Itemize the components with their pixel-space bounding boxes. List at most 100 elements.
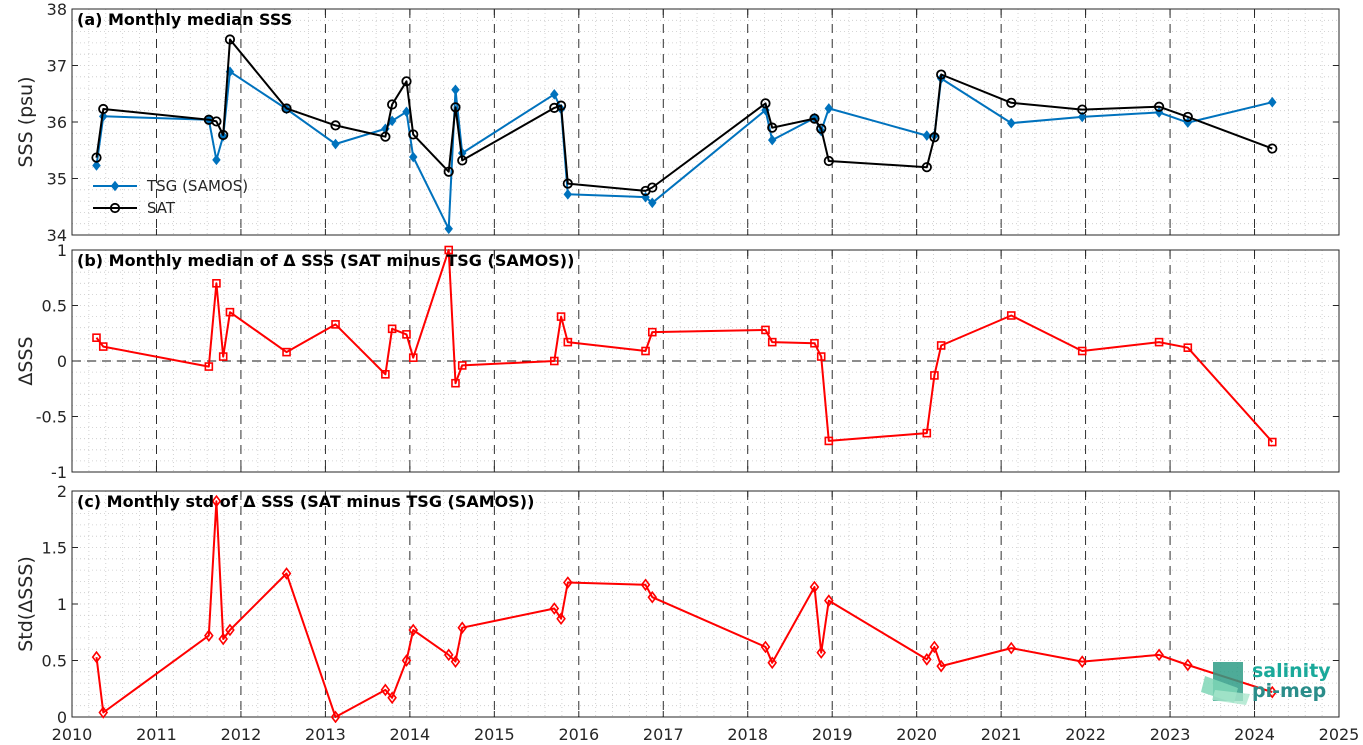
data-point [816,123,827,134]
plot-area [72,491,1339,717]
logo-text-top: salinity [1252,660,1331,682]
data-point [330,120,341,131]
data-point [330,710,341,723]
x-tick-label: 2023 [1150,725,1191,744]
data-point [218,352,228,361]
y-tick-label: -0.5 [36,408,67,427]
x-tick-label: 2025 [1319,725,1360,744]
panel-title: (c) Monthly std of Δ SSS (SAT minus TSG … [77,492,534,511]
data-point [331,320,340,329]
data-point [1077,655,1088,668]
data-point [647,590,658,604]
y-tick-label: 0 [57,352,67,371]
data-point [1182,658,1193,672]
data-point [760,640,771,654]
series-line [95,500,1273,718]
data-point [457,155,468,166]
y-tick-label: 0.5 [42,297,67,316]
data-point [212,278,221,288]
data-point [218,632,229,646]
data-point [767,134,777,146]
y-axis-label: SSS (psu) [15,76,37,167]
data-point [225,307,235,317]
y-tick-label: -1 [51,463,67,482]
data-point [380,683,391,697]
y-tick-label: 37 [47,57,67,76]
data-point [282,347,291,357]
data-point [823,155,834,167]
data-point [809,580,820,594]
legend-label: SAT [147,199,176,217]
data-point [381,370,390,379]
data-point [408,129,419,140]
data-point [1267,437,1277,447]
data-point [1007,117,1016,129]
data-point [549,602,560,615]
data-point [387,324,397,334]
data-point [1154,337,1164,347]
logo-text-bottom: pi-mep [1252,680,1326,702]
x-tick-label: 2015 [474,725,515,744]
data-point [1268,96,1277,108]
x-tick-label: 2016 [558,725,599,744]
data-point [212,154,221,166]
data-point [204,362,214,371]
data-point [1006,311,1016,320]
data-point [761,325,770,335]
x-tick-label: 2014 [390,725,431,744]
x-tick-label: 2017 [643,725,684,744]
y-axis-label: Std(ΔSSS) [15,556,37,652]
data-point [402,330,411,339]
data-point [555,100,567,111]
logo: salinity pi-mep [1201,660,1331,705]
data-point [92,333,101,342]
data-point [443,648,454,662]
plot-area [72,9,1339,235]
y-tick-label: 1.5 [42,539,67,558]
data-point [647,182,658,193]
data-point [408,623,419,637]
data-point [281,567,292,580]
data-point [457,621,468,635]
data-point [641,346,650,356]
x-tick-label: 2020 [896,725,937,744]
series-sat [91,34,1278,197]
legend-marker [110,180,120,192]
data-point [91,152,102,163]
data-point [929,640,940,654]
y-tick-label: 34 [47,226,67,245]
data-point [563,337,573,347]
data-point [556,612,566,626]
data-point [936,659,946,673]
data-point [1077,111,1087,123]
data-point [936,341,946,350]
data-point [824,103,834,114]
panel-c: 0 0.5 1 1.5 2 Std(ΔSSS) (c) Monthly std of Δ S… [15,482,1340,727]
panel-b: -1 -0.5 0 0.5 1 ΔSSS (b) Monthly median of Δ S… [15,241,1340,482]
data-point [92,160,101,171]
y-tick-label: 2 [57,482,67,501]
data-point [549,102,560,113]
series-delta [92,245,1277,447]
data-point [98,706,109,719]
data-point [331,138,340,150]
data-point [457,361,467,370]
x-tick-label: 2019 [812,725,853,744]
data-point [443,166,454,177]
data-point [408,353,418,362]
data-point [1267,143,1278,154]
x-tick-label: 2018 [727,725,768,744]
data-point [450,655,461,668]
data-point [824,594,834,607]
data-point [824,436,834,446]
data-point [218,129,229,141]
data-point [444,223,453,235]
data-point [562,178,573,189]
panel-title: (b) Monthly median of Δ SSS (SAT minus T… [77,251,574,270]
data-point [809,113,820,124]
data-point [640,578,651,592]
x-tick-label: 2024 [1234,725,1275,744]
data-point [402,106,411,118]
data-point [444,245,454,255]
y-tick-label: 1 [57,595,67,614]
